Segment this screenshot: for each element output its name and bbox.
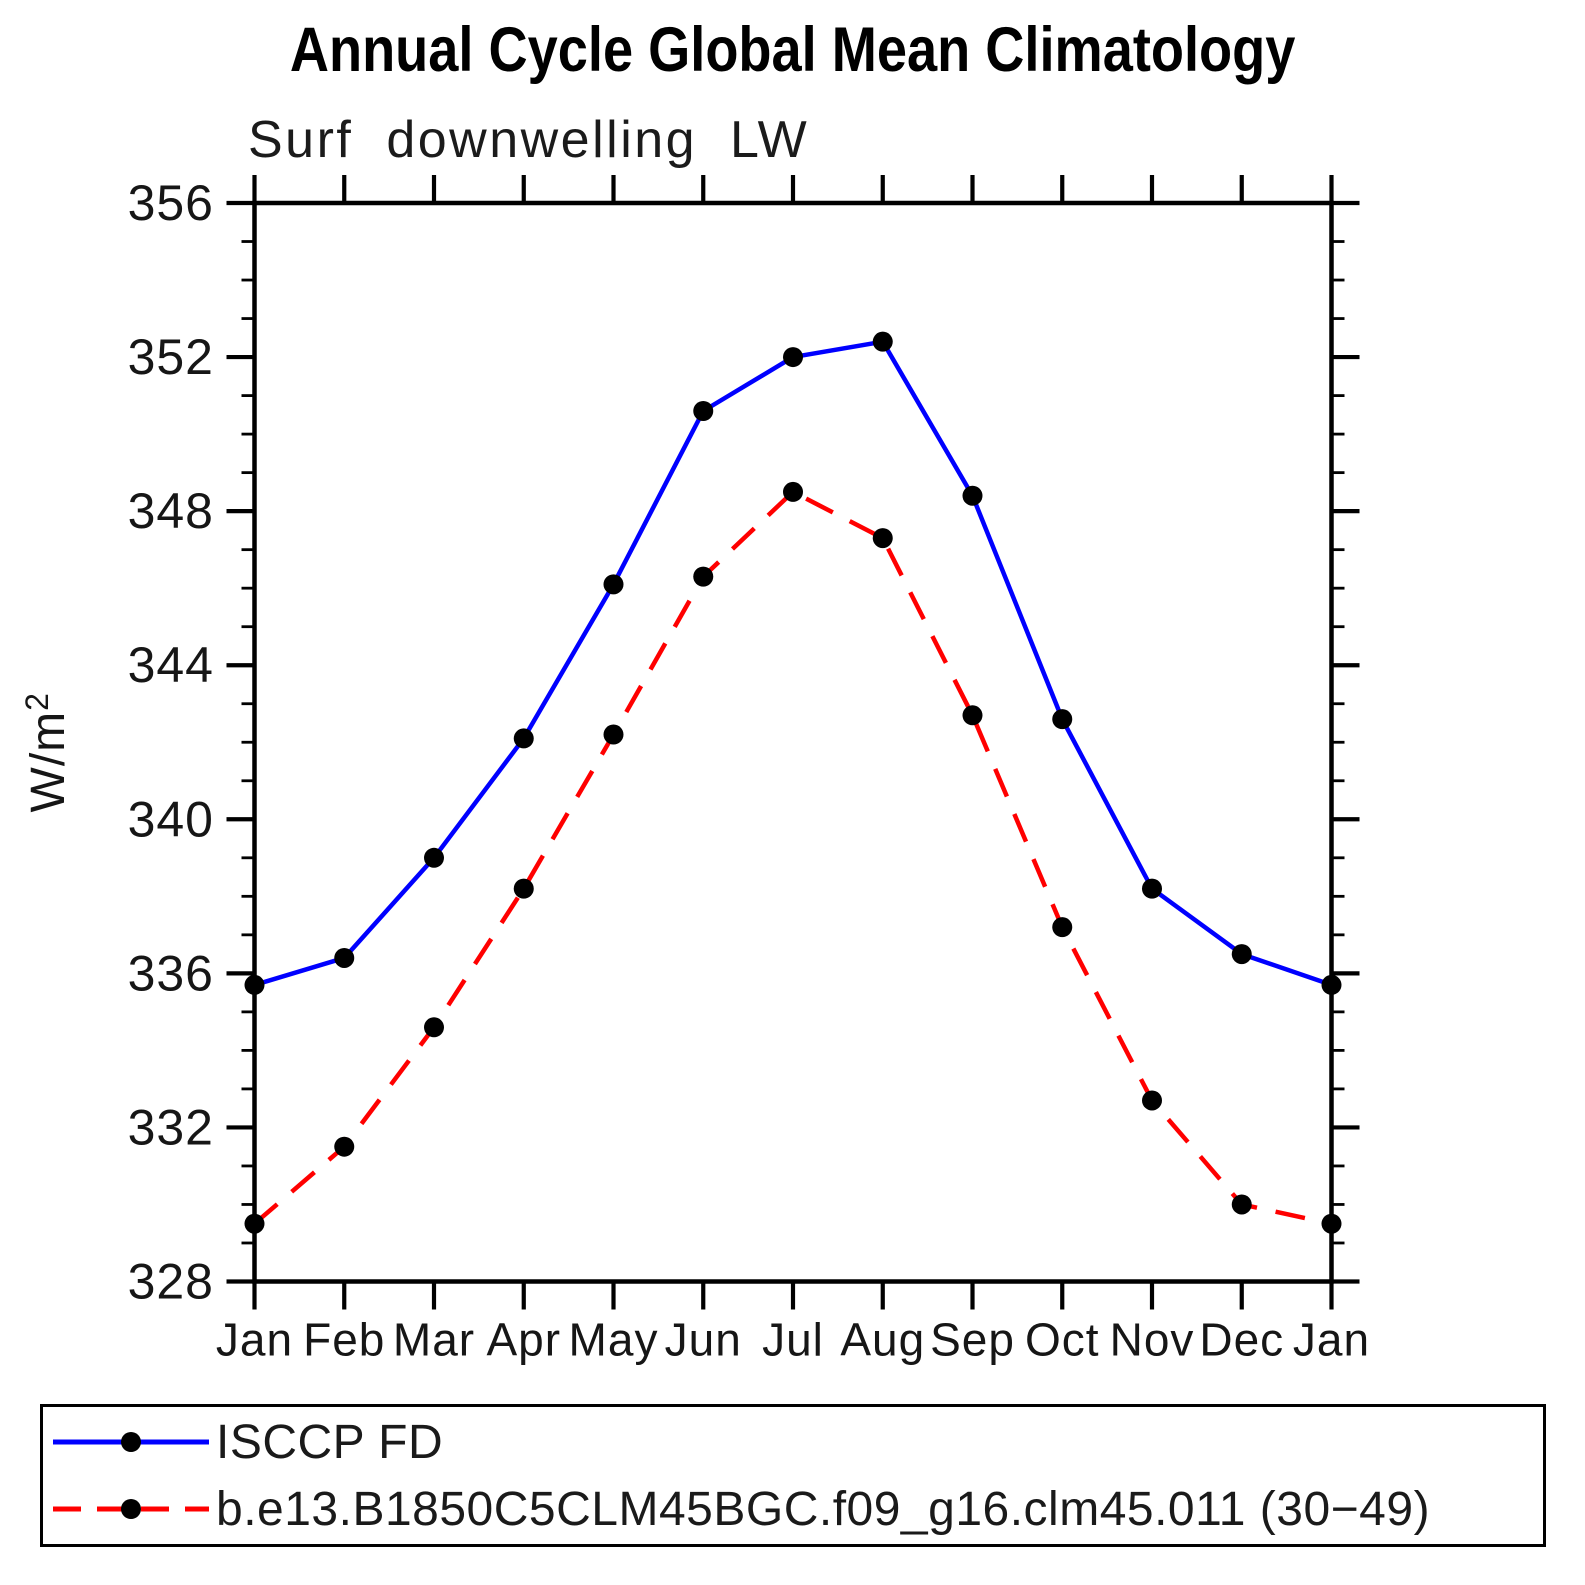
data-point-marker <box>1321 974 1342 995</box>
y-tick-label: 344 <box>128 637 214 693</box>
x-tick-label: Nov <box>1110 1314 1195 1366</box>
x-tick-label: Mar <box>393 1314 475 1366</box>
data-point-marker <box>872 528 893 549</box>
y-axis-title-exponent: 2 <box>19 692 55 711</box>
data-point-marker <box>693 566 714 587</box>
x-tick-label: Aug <box>840 1314 925 1366</box>
y-tick-label: 352 <box>128 329 214 385</box>
data-point-marker <box>1052 709 1073 730</box>
data-point-marker <box>334 947 355 968</box>
x-tick-label: Apr <box>486 1314 561 1366</box>
y-tick-label: 328 <box>128 1254 214 1310</box>
legend-marker-sample <box>121 1432 141 1452</box>
x-tick-label: Dec <box>1199 1314 1284 1366</box>
data-point-marker <box>693 400 714 421</box>
legend-label-model: b.e13.B1850C5CLM45BGC.f09_g16.clm45.011 … <box>216 1482 1431 1536</box>
data-point-marker <box>1231 1194 1252 1215</box>
legend: ISCCP FD b.e13.B1850C5CLM45BGC.f09_g16.c… <box>40 1404 1546 1547</box>
legend-swatch-icon <box>53 1432 209 1452</box>
y-axis-title: W/m2 <box>19 692 75 812</box>
data-point-marker <box>603 574 624 595</box>
legend-marker-sample <box>121 1499 141 1519</box>
data-point-marker <box>424 1017 444 1038</box>
y-tick-label: 356 <box>128 175 214 231</box>
chart-subtitle: Surf downwelling LW <box>248 111 810 169</box>
legend-item-model: b.e13.B1850C5CLM45BGC.f09_g16.clm45.011 … <box>49 1477 1543 1541</box>
chart-title-text: Annual Cycle Global Mean Climatology <box>289 15 1296 85</box>
data-point-marker <box>1052 917 1073 938</box>
x-tick-label: Oct <box>1025 1314 1100 1366</box>
data-point-marker <box>244 974 265 995</box>
data-point-marker <box>1321 1213 1342 1234</box>
legend-label-isccp-fd: ISCCP FD <box>216 1415 444 1469</box>
data-point-marker <box>603 724 624 745</box>
x-tick-label: Jan <box>216 1314 293 1366</box>
x-tick-label: Jan <box>1293 1314 1370 1366</box>
data-point-marker <box>1142 1090 1162 1111</box>
legend-item-isccp-fd: ISCCP FD <box>49 1410 1543 1474</box>
x-tick-label: Jun <box>665 1314 742 1366</box>
data-point-marker <box>783 481 803 502</box>
y-tick-label: 332 <box>128 1099 214 1155</box>
data-point-marker <box>1231 944 1252 965</box>
chart-title: Annual Cycle Global Mean Climatology <box>0 14 1585 86</box>
data-point-marker <box>1142 878 1162 899</box>
data-point-marker <box>872 331 893 352</box>
data-point-marker <box>962 485 983 506</box>
x-tick-label: May <box>569 1314 659 1366</box>
data-point-marker <box>962 705 983 726</box>
legend-swatch-icon <box>53 1499 209 1519</box>
series-line-0 <box>253 339 1333 988</box>
data-point-marker <box>513 728 534 749</box>
data-point-marker <box>424 847 444 868</box>
x-tick-label: Jul <box>762 1314 824 1366</box>
data-point-marker <box>244 1213 265 1234</box>
data-point-marker <box>783 347 803 368</box>
data-point-marker <box>334 1136 355 1157</box>
y-tick-label: 348 <box>128 483 214 539</box>
y-tick-label: 340 <box>128 791 214 847</box>
data-point-marker <box>513 878 534 899</box>
x-tick-label: Sep <box>930 1314 1015 1366</box>
series-line-1 <box>253 489 1332 1226</box>
y-tick-label: 336 <box>128 945 214 1001</box>
x-tick-label: Feb <box>303 1314 385 1366</box>
